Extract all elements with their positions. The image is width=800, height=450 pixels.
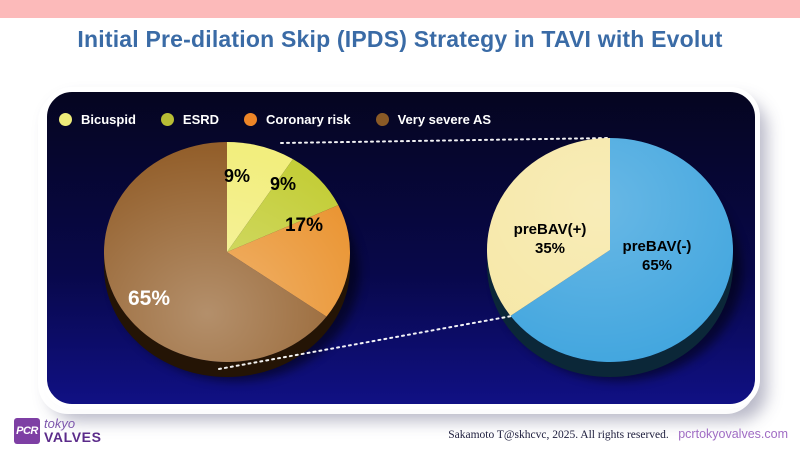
pie-data-label: preBAV(+) 35% — [514, 221, 587, 257]
pcr-logo-icon: PCR — [14, 417, 40, 444]
connector-dotted-line-top — [280, 137, 611, 144]
legend-item-bicuspid: Bicuspid — [59, 112, 136, 127]
legend: Bicuspid ESRD Coronary risk Very severe AS — [59, 112, 491, 127]
legend-label: Very severe AS — [397, 112, 492, 127]
pie-data-label: 9% — [224, 166, 250, 186]
website-link[interactable]: pcrtokyovalves.com — [678, 427, 788, 441]
pcr-logo-text: PCR — [16, 424, 38, 437]
legend-dot-icon — [375, 113, 389, 126]
chart-panel: 9% 9% 17% 65% preBAV(-) 65% preBAV(+) 35% Bicus… — [42, 87, 760, 409]
credits: Sakamoto T@skhcvc, 2025. All rights rese… — [448, 425, 788, 443]
pie-data-label: preBAV(-) 65% — [623, 238, 692, 274]
logo-valves-text: VALVES — [44, 429, 102, 445]
pie-charts-canvas: 9% 9% 17% 65% preBAV(-) 65% preBAV(+) 35% — [103, 137, 742, 381]
slide-title: Initial Pre-dilation Skip (IPDS) Strateg… — [77, 26, 723, 52]
legend-dot-icon — [59, 113, 72, 126]
legend-dot-icon — [244, 113, 258, 126]
prebav-pie: preBAV(-) 65% preBAV(+) 35% — [486, 138, 733, 362]
pcr-tokyo-valves-logo: PCR tokyo VALVES — [14, 417, 102, 444]
top-accent-bar — [0, 0, 800, 18]
logo-tokyo-text: tokyo — [44, 416, 76, 431]
legend-label: ESRD — [182, 112, 220, 127]
legend-item-esrd: ESRD — [160, 112, 220, 127]
legend-dot-icon — [160, 113, 174, 126]
logo-wordmark: tokyo VALVES — [44, 417, 102, 444]
pie-data-label: 17% — [285, 215, 323, 236]
attribution-text: Sakamoto T@skhcvc, 2025. All rights rese… — [448, 429, 669, 441]
legend-item-very-severe-as: Very severe AS — [375, 112, 492, 127]
legend-item-coronary-risk: Coronary risk — [244, 112, 351, 127]
legend-label: Bicuspid — [81, 112, 136, 127]
pie-data-label: 9% — [270, 174, 296, 194]
pie-data-label: 65% — [128, 287, 170, 310]
legend-label: Coronary risk — [266, 112, 351, 127]
prebav-positive-breakdown-pie: 9% 9% 17% 65% — [103, 142, 350, 362]
